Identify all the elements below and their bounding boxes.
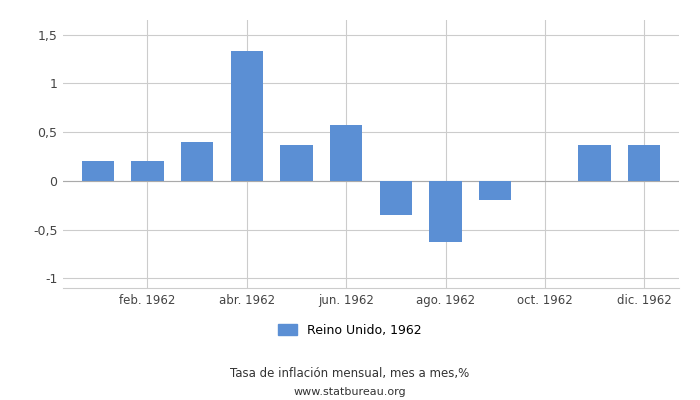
Bar — [181, 142, 214, 181]
Legend: Reino Unido, 1962: Reino Unido, 1962 — [273, 319, 427, 342]
Text: www.statbureau.org: www.statbureau.org — [294, 387, 406, 397]
Bar — [231, 51, 263, 181]
Bar — [82, 161, 114, 181]
Bar — [578, 145, 610, 181]
Text: Tasa de inflación mensual, mes a mes,%: Tasa de inflación mensual, mes a mes,% — [230, 368, 470, 380]
Bar — [479, 181, 511, 200]
Bar — [330, 125, 363, 181]
Bar — [132, 161, 164, 181]
Bar — [429, 181, 462, 242]
Bar — [379, 181, 412, 215]
Bar — [628, 145, 660, 181]
Bar — [280, 145, 313, 181]
